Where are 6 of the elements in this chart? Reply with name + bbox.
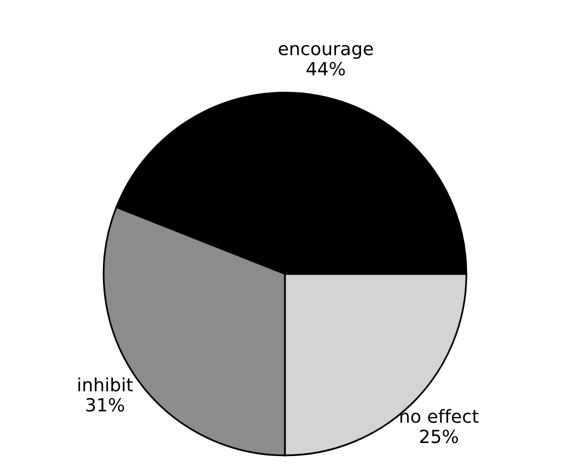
data-label: 25% (420, 430, 458, 444)
slice-label: inhibit (78, 377, 133, 392)
slice-label: no effect (400, 409, 479, 424)
slice-label: encourage (278, 44, 373, 59)
data-label: 31% (86, 398, 124, 412)
data-label: 44% (306, 62, 345, 76)
